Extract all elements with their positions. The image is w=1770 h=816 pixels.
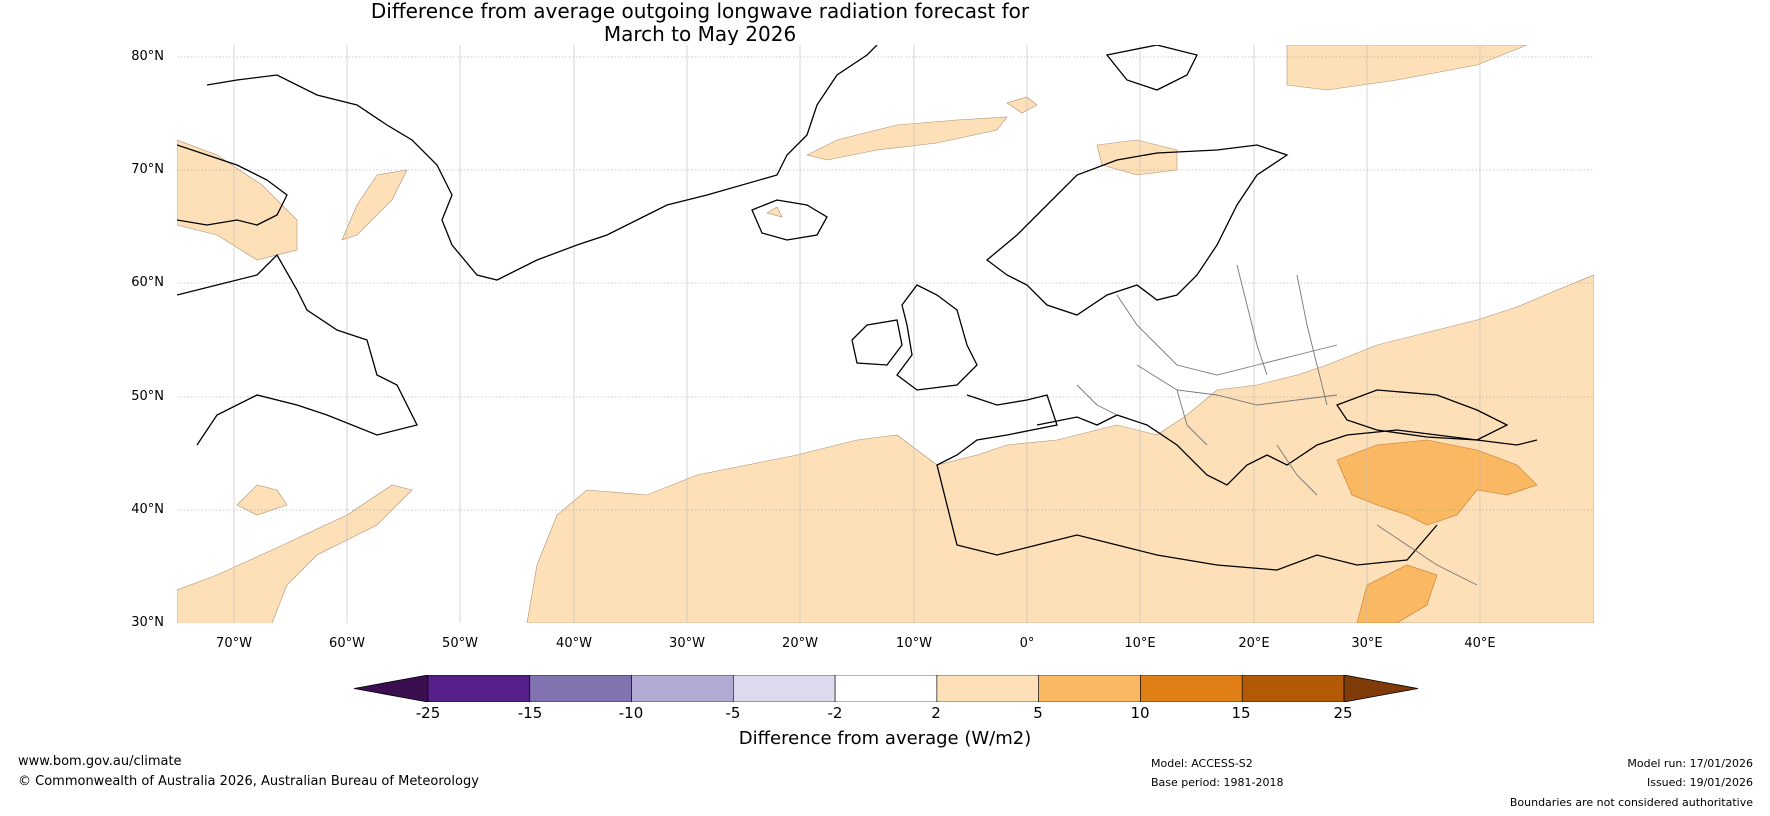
lat-label-60n: 60°N xyxy=(131,275,164,290)
anomaly-region-jan-mayen xyxy=(1006,96,1038,114)
black-sea-coast xyxy=(1336,389,1509,441)
colorbar-tick: 10 xyxy=(1130,704,1150,722)
website-link[interactable]: www.bom.gov.au/climate xyxy=(18,754,182,769)
colorbar-blocks xyxy=(354,675,1418,702)
lon-label-10w: 10°W xyxy=(896,636,932,651)
lat-label-50n: 50°N xyxy=(131,389,164,404)
colorbar-block xyxy=(427,675,531,702)
lon-label-60w: 60°W xyxy=(329,636,365,651)
colorbar-block xyxy=(1038,675,1141,702)
colorbar-tick: 15 xyxy=(1231,704,1251,722)
svalbard-coast xyxy=(1105,45,1198,91)
coastlines xyxy=(177,45,1538,571)
lon-label-30e: 30°E xyxy=(1351,636,1383,651)
colorbar-block xyxy=(834,675,938,702)
copyright-text: © Commonwealth of Australia 2026, Austra… xyxy=(18,774,479,789)
anomaly-region-svalbard xyxy=(1286,45,1528,91)
europe-west-coast xyxy=(936,394,1438,571)
colorbar-arrow-high xyxy=(1343,675,1418,702)
lon-label-10e: 10°E xyxy=(1124,636,1156,651)
iceland-coast xyxy=(751,199,828,241)
boundaries-disclaimer: Boundaries are not considered authoritat… xyxy=(1509,796,1753,809)
model-name: Model: ACCESS-S2 xyxy=(1151,757,1253,770)
colorbar-tick: 25 xyxy=(1333,704,1353,722)
colorbar-tick: -5 xyxy=(725,704,741,722)
title-line-2: March to May 2026 xyxy=(603,22,797,46)
colorbar xyxy=(354,675,1418,702)
country-borders xyxy=(1076,264,1478,586)
anomaly-region-baffin xyxy=(177,139,298,261)
forecast-map xyxy=(177,45,1594,623)
anomaly-region-labrador-sea xyxy=(341,169,408,241)
ireland-coast xyxy=(851,319,903,366)
lon-label-40e: 40°E xyxy=(1464,636,1496,651)
lat-label-70n: 70°N xyxy=(131,162,164,177)
colorbar-tick: -2 xyxy=(827,704,843,722)
lon-label-0: 0° xyxy=(1019,636,1035,651)
anomaly-region-central-atlantic xyxy=(526,274,1594,623)
great-britain-coast xyxy=(896,284,978,391)
canada-coast xyxy=(177,253,418,446)
colorbar-block xyxy=(1140,675,1243,702)
lat-label-40n: 40°N xyxy=(131,502,164,517)
colorbar-tick: -10 xyxy=(618,704,644,722)
anomaly-light xyxy=(177,45,1594,623)
anomaly-region-greenland-sea xyxy=(806,116,1008,161)
colorbar-tick: -15 xyxy=(517,704,543,722)
colorbar-block xyxy=(1241,675,1345,702)
lat-label-80n: 80°N xyxy=(131,49,164,64)
lon-label-40w: 40°W xyxy=(556,636,592,651)
anomaly-region-levant xyxy=(1356,564,1438,623)
colorbar-block xyxy=(631,675,734,702)
lat-label-30n: 30°N xyxy=(131,615,164,630)
greenland-coast xyxy=(206,45,878,281)
lon-label-30w: 30°W xyxy=(669,636,705,651)
lon-label-20e: 20°E xyxy=(1238,636,1270,651)
map-canvas xyxy=(177,45,1594,623)
colorbar-tick: 5 xyxy=(1033,704,1043,722)
scandinavia-coast xyxy=(985,144,1289,316)
anomaly-region-iceland-spot xyxy=(766,206,783,218)
colorbar-block xyxy=(733,675,836,702)
chart-title: Difference from average outgoing longwav… xyxy=(0,0,1400,46)
colorbar-block xyxy=(936,675,1039,702)
colorbar-tick: 2 xyxy=(931,704,941,722)
colorbar-block xyxy=(529,675,632,702)
issued-date: Issued: 19/01/2026 xyxy=(1646,776,1753,789)
anomaly-region-south-atlantic xyxy=(177,484,413,623)
anomaly-region-newfoundland-east xyxy=(236,484,288,516)
model-run: Model run: 17/01/2026 xyxy=(1627,757,1753,770)
mediterranean-north-coast xyxy=(1036,414,1538,486)
lon-label-50w: 50°W xyxy=(442,636,478,651)
lon-label-20w: 20°W xyxy=(782,636,818,651)
lon-label-70w: 70°W xyxy=(216,636,252,651)
colorbar-arrow-low xyxy=(354,675,429,702)
colorbar-label: Difference from average (W/m2) xyxy=(738,728,1032,749)
base-period: Base period: 1981-2018 xyxy=(1151,776,1284,789)
colorbar-tick: -25 xyxy=(415,704,441,722)
baffin-coast xyxy=(177,144,288,226)
title-line-1: Difference from average outgoing longwav… xyxy=(370,0,1030,23)
anomaly-region-anatolia xyxy=(1336,439,1538,526)
anomaly-medium xyxy=(1336,439,1538,623)
